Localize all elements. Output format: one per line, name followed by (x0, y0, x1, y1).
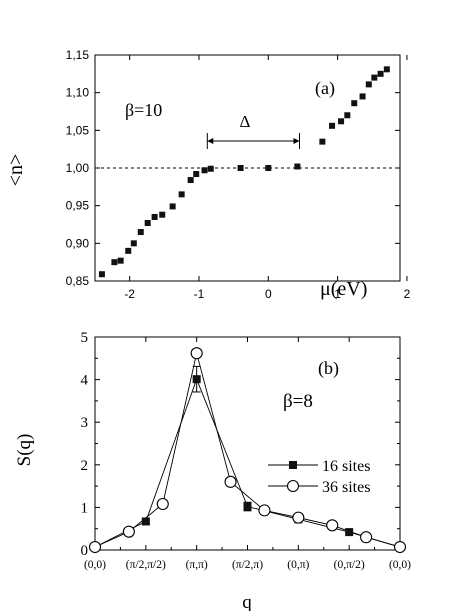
data-point (187, 177, 194, 184)
legend: 16 sites 36 sites (268, 458, 370, 496)
data-point-36-sites (393, 540, 407, 554)
data-point (201, 167, 208, 174)
x-tick-label: (0,0) (84, 559, 106, 571)
beta-label-a: β=10 (125, 100, 162, 120)
y-tick-label: 2 (81, 458, 89, 474)
data-point (207, 165, 214, 172)
x-tick-label: (π/2,π/2) (126, 559, 166, 571)
data-point (193, 171, 200, 178)
data-point (319, 138, 326, 145)
y-tick-label: 1,10 (66, 86, 90, 100)
panel-a-label: (a) (315, 78, 335, 99)
data-point-36-sites (360, 531, 373, 544)
x-tick-label: (0,π/2) (334, 559, 365, 571)
data-point (169, 203, 176, 210)
data-point (377, 70, 384, 77)
y-tick-label: 0 (81, 543, 89, 559)
x-tick-label: 1 (334, 287, 341, 301)
data-point (365, 81, 372, 88)
data-point (130, 240, 137, 247)
data-point (111, 259, 118, 266)
data-point-16-sites (345, 528, 354, 537)
legend-marker-16-sites (289, 461, 297, 469)
x-tick-label: (π,π) (186, 559, 208, 571)
x-tick-label: 0 (265, 287, 272, 301)
data-point-36-sites (190, 347, 203, 360)
data-point-36-sites (224, 475, 237, 488)
y-tick-label: 1 (81, 500, 89, 516)
data-point-36-sites (88, 540, 102, 554)
x-tick-label: 2 (404, 287, 411, 301)
legend-label: 36 sites (322, 479, 370, 496)
gap-left-arrowhead (207, 138, 214, 144)
y-tick-label: 0,95 (66, 199, 90, 213)
legend-marker-36-sites (286, 479, 300, 493)
y-tick-label: 3 (81, 415, 89, 431)
data-point-36-sites (258, 504, 271, 517)
data-point (344, 112, 351, 119)
panel-b-x-axis-label: q (242, 592, 252, 611)
beta-label-b: β=8 (283, 391, 313, 412)
panel-b-y-ticks: 0 1 2 3 4 5 (81, 330, 400, 559)
data-point-36-sites (156, 497, 169, 511)
y-tick-label: 4 (81, 373, 89, 389)
x-tick-label: (π/2,π) (232, 559, 263, 571)
legend-label: 16 sites (322, 458, 370, 475)
panel-a-x-ticks: -2 -1 0 1 2 (124, 55, 411, 301)
panel-b-series (88, 347, 407, 554)
panel-b-x-ticks: (0,0) (π/2,π/2) (π,π) (π/2,π) (0,π) (0,π/2) (0… (84, 337, 411, 571)
y-tick-label: 1,15 (66, 48, 90, 62)
data-point-16-sites (243, 502, 252, 511)
data-point (98, 271, 105, 278)
x-tick-label: (0,0) (389, 559, 411, 571)
data-point (351, 100, 358, 107)
y-tick-label: 1,05 (66, 123, 90, 137)
data-point (371, 74, 378, 81)
data-point (125, 247, 132, 254)
data-point (137, 229, 144, 236)
panel-a-x-axis-label: μ(eV) (320, 278, 367, 300)
panel-a: 0,85 0,90 0,95 1,00 1,05 1,10 1,15 -2 -1 0 1 2 <n>… (5, 48, 411, 301)
y-tick-label: 0,85 (66, 274, 90, 288)
data-point (265, 165, 272, 171)
panel-a-points (98, 66, 390, 278)
x-tick-label: -2 (124, 287, 135, 301)
data-point (294, 163, 301, 170)
data-point (329, 122, 336, 129)
data-point (383, 66, 390, 73)
x-tick-label: (0,π) (287, 559, 309, 571)
panel-b-y-axis-label: S(q) (14, 434, 35, 467)
data-point-16-sites (192, 375, 201, 384)
data-point (359, 93, 366, 100)
data-point (117, 257, 124, 264)
data-point (144, 219, 151, 226)
panel-a-y-axis-label: <n> (5, 154, 27, 187)
data-point (178, 191, 185, 198)
data-point (159, 211, 166, 218)
y-tick-label: 1,00 (66, 161, 90, 175)
data-point (338, 118, 345, 125)
data-point-36-sites (292, 511, 305, 524)
data-point (151, 213, 158, 220)
gap-label: Δ (240, 112, 251, 131)
gap-arrow (206, 133, 300, 149)
gap-right-arrowhead (293, 138, 300, 144)
data-point-16-sites (141, 517, 150, 526)
y-tick-label: 5 (81, 330, 89, 346)
panel-b-frame (94, 336, 401, 551)
series-line (94, 353, 401, 548)
data-point-36-sites (122, 525, 135, 538)
x-tick-label: -1 (194, 287, 205, 301)
data-point (237, 165, 244, 171)
panel-b-label: (b) (318, 358, 339, 379)
y-tick-label: 0,90 (66, 236, 90, 250)
data-point-36-sites (326, 519, 339, 532)
